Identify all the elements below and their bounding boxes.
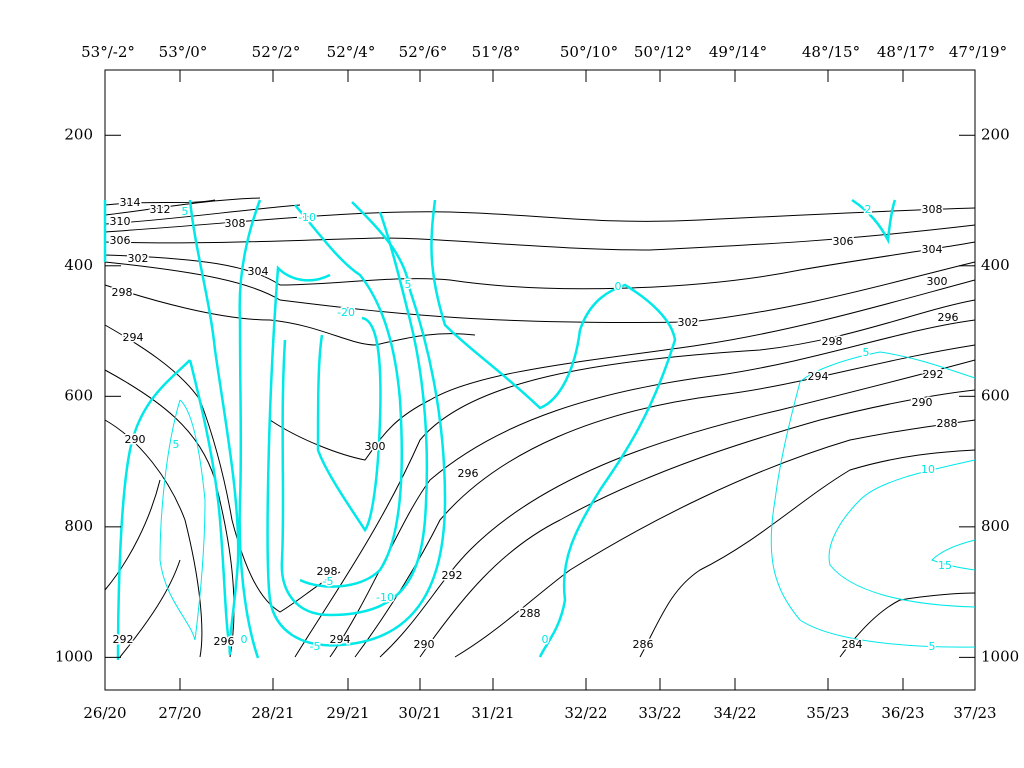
isentrope-label: 310 <box>110 215 131 228</box>
isentrope-label: 294 <box>330 633 351 646</box>
isentrope-label: 304 <box>248 265 269 278</box>
top-label: 52°/2° <box>252 43 301 61</box>
isentrope-label: 306 <box>833 235 854 248</box>
isentrope-label: 294 <box>808 370 829 383</box>
x-tick-label: 35/23 <box>806 704 849 722</box>
isentrope-label: 302 <box>128 252 149 265</box>
isentrope-label: 286 <box>633 638 654 651</box>
wind-label: -20 <box>337 306 355 319</box>
isentrope-label: 284 <box>842 638 863 651</box>
plot-frame <box>104 69 976 691</box>
wind-label: -10 <box>298 211 316 224</box>
isentrope-label: 300 <box>927 275 948 288</box>
y-tick-label-right: 1000 <box>981 647 1019 665</box>
wind-label: 0 <box>615 280 622 293</box>
x-tick-label: 34/22 <box>713 704 756 722</box>
isentrope-label: 290 <box>912 396 933 409</box>
x-tick-label: 33/22 <box>638 704 681 722</box>
top-label: 47°/19° <box>949 43 1007 61</box>
isentrope-label: 300 <box>365 440 386 453</box>
isentrope-label: 296 <box>214 635 235 648</box>
isentrope-label: 306 <box>110 234 131 247</box>
isentrope-label: 308 <box>225 217 246 230</box>
y-tick-label-right: 800 <box>981 517 1010 535</box>
isentrope-label: 288 <box>937 417 958 430</box>
isentrope-label: 304 <box>922 243 943 256</box>
isentrope-label: 288 <box>520 607 541 620</box>
top-label: 48°/15° <box>802 43 860 61</box>
x-tick-label: 36/23 <box>881 704 924 722</box>
isentrope-label: 290 <box>125 433 146 446</box>
y-tick-label-right: 400 <box>981 256 1010 274</box>
top-label: 52°/4° <box>327 43 376 61</box>
top-label: 51°/8° <box>472 43 521 61</box>
isentrope-label: 296 <box>938 311 959 324</box>
isentrope-label: 298 <box>822 335 843 348</box>
wind-label: 0 <box>241 633 248 646</box>
wind-label: -5 <box>323 575 334 588</box>
x-tick-label: 32/22 <box>564 704 607 722</box>
y-tick-label-right: 200 <box>981 125 1010 143</box>
wind-label: 15 <box>938 559 952 572</box>
x-tick-label: 27/20 <box>158 704 201 722</box>
isentrope-label: 308 <box>922 203 943 216</box>
top-label: 53°/0° <box>159 43 208 61</box>
isentrope-label: 298 <box>112 286 133 299</box>
wind-label: 5 <box>929 640 936 653</box>
x-tick-label: 29/21 <box>326 704 369 722</box>
top-label: 48°/17° <box>877 43 935 61</box>
isentrope-label: 312 <box>150 203 171 216</box>
top-label: 49°/14° <box>709 43 767 61</box>
isentrope-label: 292 <box>113 633 134 646</box>
y-tick-label-right: 600 <box>981 386 1010 404</box>
top-label: 50°/12° <box>634 43 692 61</box>
wind-label: 10 <box>921 463 935 476</box>
wind-label: -10 <box>376 591 394 604</box>
isentrope-label: 292 <box>442 569 463 582</box>
wind-label: 2 <box>865 203 872 216</box>
top-label: 52°/6° <box>399 43 448 61</box>
wind-label: -5 <box>310 640 321 653</box>
x-tick-label: 31/21 <box>471 704 514 722</box>
isentropes <box>104 197 976 658</box>
wind-label: 5 <box>863 346 870 359</box>
wind-label: 5 <box>405 278 412 291</box>
isentrope-label: 294 <box>123 331 144 344</box>
y-tick-label: 200 <box>64 125 93 143</box>
y-tick-label: 400 <box>64 256 93 274</box>
top-label: 53°/-2° <box>81 43 135 61</box>
y-tick-label: 800 <box>64 517 93 535</box>
x-tick-label: 28/21 <box>251 704 294 722</box>
wind-contours <box>103 198 976 661</box>
x-tick-label: 30/21 <box>398 704 441 722</box>
x-tick-label: 37/23 <box>953 704 996 722</box>
wind-label: 0 <box>542 633 549 646</box>
isentrope-label: 290 <box>414 638 435 651</box>
isentrope-label: 296 <box>458 467 479 480</box>
y-tick-label: 1000 <box>55 647 93 665</box>
isentrope-label: 302 <box>678 316 699 329</box>
wind-label: 5 <box>173 438 180 451</box>
isentrope-label: 314 <box>120 196 141 209</box>
x-tick-label: 26/20 <box>83 704 126 722</box>
isentrope-label: 292 <box>923 368 944 381</box>
top-label: 50°/10° <box>560 43 618 61</box>
isentrope-label: 298 <box>317 565 338 578</box>
wind-label: 5 <box>182 205 189 218</box>
y-tick-label: 600 <box>64 386 93 404</box>
